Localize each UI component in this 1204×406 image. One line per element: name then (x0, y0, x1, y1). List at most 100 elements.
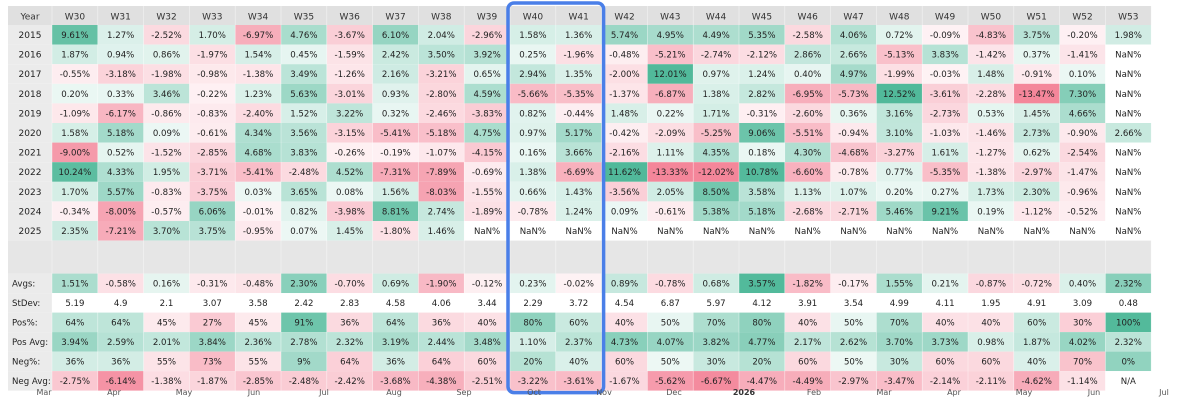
stat-cell (235, 371, 281, 391)
heat-cell (281, 181, 327, 202)
stat-cell (647, 332, 694, 352)
stat-cell-value: -0.17% (838, 280, 868, 290)
heat-cell-value: -13.47% (1019, 90, 1055, 100)
stat-cell (830, 273, 877, 294)
heat-cell (326, 25, 373, 45)
heat-cell-value: 5.18% (748, 207, 775, 217)
heat-cell-value: NaN% (1115, 188, 1141, 198)
stat-cell (235, 312, 281, 333)
stat-cell-value: 2.44% (428, 338, 455, 348)
heat-cell-value: 2.35% (61, 227, 88, 237)
heat-cell-value: 12.01% (654, 70, 687, 80)
heat-cell-value: 1.45% (336, 227, 363, 237)
heat-cell (235, 83, 281, 104)
stat-cell-value: 2.17% (794, 338, 821, 348)
heat-cell (555, 83, 602, 104)
stat-cell-value: 30% (1073, 319, 1092, 329)
heat-cell-value: -2.60% (792, 109, 822, 119)
stat-cell-value: -2.48% (289, 377, 319, 387)
heat-cell-value: -6.95% (792, 90, 822, 100)
heat-cell (1105, 64, 1152, 84)
heat-cell (1013, 25, 1060, 45)
stat-cell-value: -3.68% (380, 377, 410, 387)
heat-cell-value: -1.97% (197, 51, 227, 61)
heat-cell-value: -0.34% (60, 207, 90, 217)
stat-cell (739, 312, 785, 333)
week-header-w46: W46 (798, 13, 819, 23)
heat-cell (326, 123, 373, 143)
heat-cell (922, 162, 968, 182)
week-header-w33: W33 (202, 13, 222, 23)
stat-cell (601, 293, 648, 313)
heat-cell-value: NaN% (1115, 207, 1141, 217)
heat-cell-value: 0.52% (107, 149, 134, 159)
heat-cell (968, 83, 1014, 104)
heat-cell-value: 1.73% (977, 188, 1004, 198)
stat-cell-value: 3.73% (931, 338, 958, 348)
heat-cell-value: 3.10% (886, 129, 913, 139)
stat-cell-value: 64% (111, 319, 130, 329)
week-header-w34: W34 (248, 13, 269, 23)
heat-cell (326, 221, 373, 241)
heat-cell-value: 3.22% (336, 109, 363, 119)
heat-cell-value: -3.15% (334, 129, 364, 139)
heat-cell (739, 221, 785, 241)
heat-cell (1105, 201, 1152, 221)
heat-cell-value: -0.03% (930, 70, 960, 80)
heat-cell (922, 103, 968, 123)
heat-cell-value: -0.44% (563, 109, 593, 119)
heat-cell-value: 3.75% (1023, 31, 1050, 41)
week-header-w39: W39 (477, 13, 498, 23)
stat-cell (464, 293, 510, 313)
stat-cell (510, 293, 556, 313)
heat-cell (830, 123, 877, 143)
stat-cell-value: 3.09 (1073, 299, 1092, 309)
heat-cell (739, 123, 785, 143)
stat-cell (510, 273, 556, 294)
heat-cell-value: 1.24% (748, 70, 775, 80)
stat-cell-value: 4.91 (1027, 299, 1046, 309)
heat-cell-value: 1.38% (702, 90, 729, 100)
heat-cell-value: 5.18% (107, 129, 134, 139)
heat-cell (510, 181, 556, 202)
stat-label: Neg Avg: (12, 377, 51, 387)
stat-cell-value: 60% (569, 319, 588, 329)
heat-cell-value: 4.34% (244, 129, 271, 139)
heat-cell (555, 44, 602, 65)
heat-cell (1059, 142, 1106, 163)
heat-cell-value: 0.62% (1023, 149, 1050, 159)
stat-cell-value: -6.67% (701, 377, 731, 387)
heat-cell (922, 83, 968, 104)
heat-cell (968, 142, 1014, 163)
heat-cell (693, 181, 739, 202)
stat-cell-value: 3.72 (569, 299, 588, 309)
heat-cell (693, 64, 739, 84)
stat-cell (647, 273, 694, 294)
heat-cell-value: -2.85% (197, 149, 227, 159)
heat-cell (647, 221, 694, 241)
heat-cell (189, 123, 236, 143)
heat-cell-value: 1.24% (565, 207, 592, 217)
stat-cell-value: 0.69% (382, 280, 409, 290)
heat-cell (555, 103, 602, 123)
heat-cell (1059, 162, 1106, 182)
stat-cell (601, 312, 648, 333)
heat-cell (601, 44, 648, 65)
stat-cell-value: 4.12 (752, 299, 771, 309)
stat-cell-value: 3.91 (798, 299, 817, 309)
week-header-w31: W31 (111, 13, 131, 23)
heat-cell-value: -7.21% (105, 227, 135, 237)
heat-cell-value: 1.48% (611, 109, 638, 119)
heat-cell (143, 25, 190, 45)
heat-cell-value: 5.38% (702, 207, 729, 217)
row-label-bg (8, 142, 52, 163)
stat-cell (372, 351, 419, 372)
stat-cell (1013, 273, 1060, 294)
heat-cell-value: -0.95% (243, 227, 273, 237)
heat-cell-value: -0.09% (930, 31, 960, 41)
week-header-w47: W47 (843, 13, 863, 23)
heat-cell-value: -1.47% (1067, 168, 1097, 178)
heat-cell (784, 103, 831, 123)
heat-cell-value: -0.42% (609, 129, 639, 139)
heat-cell-value: -1.26% (334, 70, 364, 80)
